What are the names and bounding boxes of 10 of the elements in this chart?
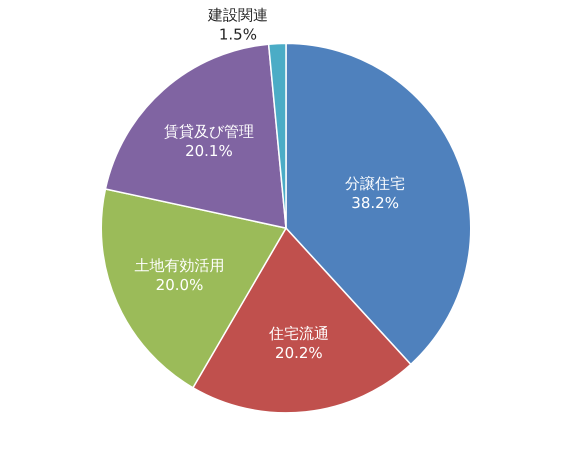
- data-label: 38.2%: [351, 194, 399, 212]
- slice-label: 建設関連: [206, 6, 268, 24]
- slice-label: 分譲住宅: [345, 174, 406, 193]
- data-label: 1.5%: [218, 26, 257, 44]
- slice-label: 土地有効活用: [134, 256, 224, 274]
- data-label: 20.2%: [275, 344, 323, 362]
- slice-label: 賃貸及び管理: [164, 122, 254, 140]
- slice-label: 住宅流通: [268, 324, 329, 343]
- data-label: 20.1%: [185, 142, 233, 160]
- data-label: 20.0%: [156, 276, 204, 294]
